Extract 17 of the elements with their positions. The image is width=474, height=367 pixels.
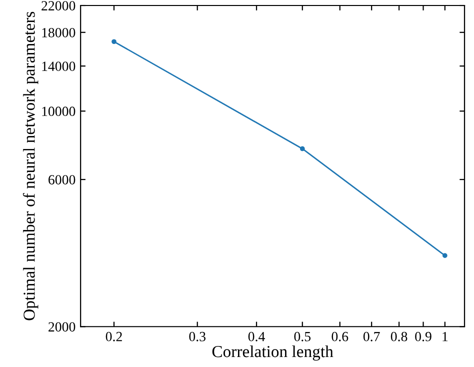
x-tick-label: 0.8 xyxy=(390,332,408,342)
x-tick-label: 1 xyxy=(442,332,448,342)
y-tick-label: 22000 xyxy=(42,1,76,10)
x-tick-label: 0.9 xyxy=(415,332,432,342)
x-tick-label: 0.5 xyxy=(294,332,311,342)
x-tick-label: 0.6 xyxy=(332,332,348,342)
x-axis-title: Correlation length xyxy=(212,345,334,361)
y-tick-label: 10000 xyxy=(42,106,76,116)
y-tick-label: 18000 xyxy=(42,28,76,38)
x-tick-label: 0.3 xyxy=(189,332,206,342)
y-tick-label: 14000 xyxy=(42,62,76,71)
y-axis-title: Optimal number of neural network parameters xyxy=(22,12,38,320)
x-tick-label: 0.7 xyxy=(363,332,380,342)
y-tick-label: 2000 xyxy=(48,322,76,332)
x-tick-label: 0.2 xyxy=(106,332,122,342)
y-tick-label: 6000 xyxy=(48,175,76,184)
x-tick-label: 0.4 xyxy=(248,332,265,342)
